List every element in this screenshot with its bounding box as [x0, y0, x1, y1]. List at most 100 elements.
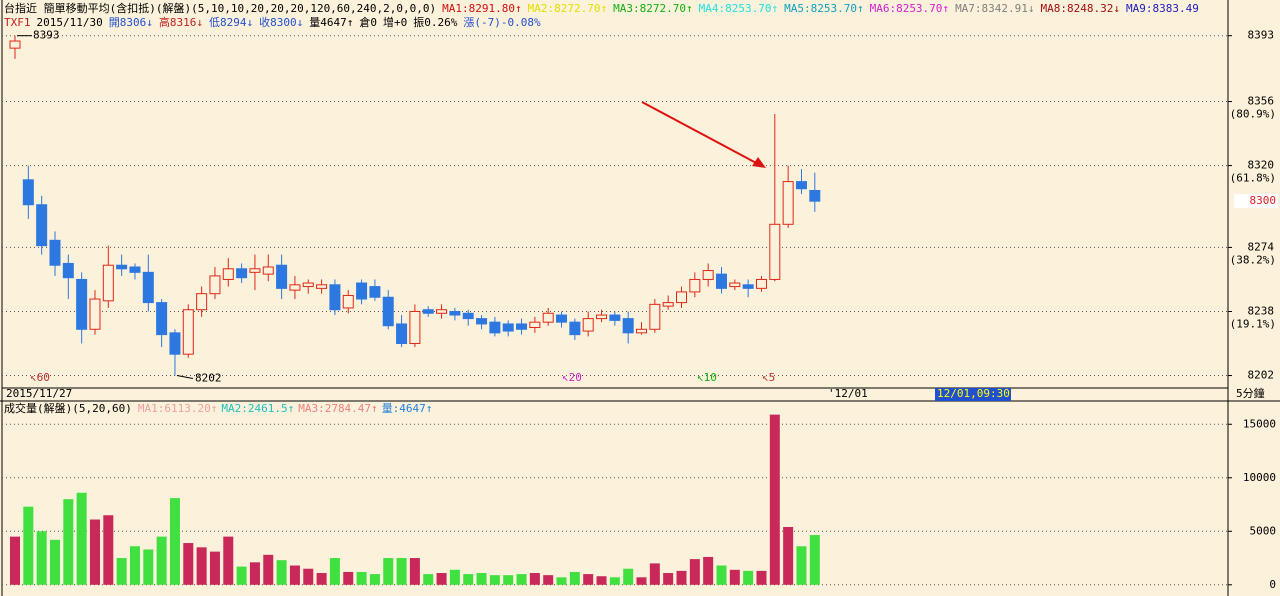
quote-field: 2015/11/30 — [37, 16, 103, 29]
volume-bar — [329, 558, 340, 585]
quote-field: 漲(-7)-0.08% — [463, 16, 541, 29]
annotation: ↖20 — [562, 371, 582, 384]
volume-bar — [463, 574, 474, 585]
volume-bar — [423, 574, 434, 585]
y-tick-label: 8274 — [1248, 240, 1275, 253]
volume-bar — [10, 536, 20, 585]
volume-bar — [289, 565, 300, 585]
quote-field: 開8306↓ — [109, 16, 153, 29]
low-pointer — [176, 375, 194, 380]
low-label: 8202 — [195, 372, 222, 385]
quote-field: TXF1 — [4, 16, 31, 29]
candle-body — [22, 179, 34, 206]
volume-bar — [609, 577, 620, 585]
volume-bar — [476, 573, 487, 585]
volume-bar — [436, 573, 447, 585]
volume-bar — [809, 535, 820, 585]
last-price: 8300 — [1250, 194, 1277, 207]
y-tick-label: 0 — [1269, 578, 1276, 591]
volume-ma-label: 量:4647↑ — [382, 402, 433, 415]
candle-body — [236, 268, 248, 279]
fib-label: (38.2%) — [1230, 253, 1276, 266]
volume-bar — [249, 562, 260, 585]
volume-bar — [263, 554, 274, 585]
volume-bar — [76, 492, 87, 585]
candle-body — [276, 264, 288, 289]
volume-ma-label: MA1:6113.20↑ — [138, 402, 217, 415]
candle-body — [476, 318, 488, 325]
volume-bar — [716, 565, 727, 585]
volume-bar — [636, 577, 647, 585]
candle-body — [529, 321, 541, 329]
volume-bar — [769, 414, 780, 585]
volume-bar — [316, 573, 327, 585]
volume-bar — [236, 566, 247, 585]
candle-body — [382, 296, 394, 327]
volume-bar — [596, 576, 607, 585]
ma-label: MA7:8342.91↓ — [955, 2, 1034, 15]
volume-title: 成交量(解盤)(5,20,60) — [4, 401, 132, 415]
volume-bar — [556, 577, 567, 585]
volume-bar — [676, 570, 687, 585]
candle-body — [729, 282, 741, 288]
last-price-box — [1234, 194, 1278, 209]
candle-body — [182, 309, 194, 355]
candle-body — [409, 310, 421, 345]
candle-body — [249, 268, 261, 273]
volume-bar — [623, 568, 634, 585]
candle-body — [769, 223, 781, 280]
y-tick-label: 10000 — [1243, 471, 1276, 484]
ma-label: MA8:8248.32↓ — [1041, 2, 1120, 15]
volume-bar — [703, 556, 714, 585]
candle-body — [715, 273, 727, 289]
volume-bar — [503, 575, 514, 585]
candle-body — [316, 284, 328, 289]
quote-field: 低8294↓ — [209, 16, 253, 29]
volume-bar — [116, 558, 127, 585]
candle-body — [676, 291, 687, 304]
y-tick-label: 8356 — [1248, 95, 1275, 108]
volume-bar — [649, 563, 660, 585]
high-label: 8393 — [33, 29, 60, 42]
candle-body — [755, 278, 767, 289]
candle-body — [342, 294, 354, 309]
volume-bar — [569, 571, 580, 585]
volume-bar — [729, 569, 740, 585]
candle-body — [689, 278, 701, 293]
candle-body — [556, 314, 568, 323]
candle-body — [209, 275, 221, 295]
header-title: 台指近 簡單移動平均(含扣抵)(解盤)(5,10,10,20,20,20,120… — [4, 1, 436, 15]
candle-body — [396, 323, 408, 345]
candle-body — [662, 302, 674, 307]
quote-field: 量4647↑ — [309, 16, 353, 29]
date-cursor: 12/01,09:30 — [937, 387, 1010, 400]
candle-body — [502, 323, 514, 332]
ma-label: MA5:8253.70↑ — [784, 2, 863, 15]
volume-bar — [543, 575, 554, 585]
ma-label: MA3:8272.70↑ — [613, 2, 692, 15]
candle-body — [169, 332, 181, 355]
candle-body — [262, 266, 274, 275]
y-tick-label: 8393 — [1248, 29, 1275, 42]
volume-bar — [689, 559, 700, 585]
volume-bar — [156, 536, 167, 585]
volume-bar — [209, 551, 220, 585]
candle-body — [542, 312, 554, 323]
volume-bar — [663, 573, 674, 585]
volume-bar — [89, 519, 100, 585]
volume-bar — [63, 499, 74, 585]
y-tick-label: 8202 — [1248, 369, 1275, 382]
candle-body — [196, 293, 208, 311]
annotation: ↖60 — [30, 371, 50, 384]
candle-body — [302, 282, 314, 288]
cursor-box — [935, 388, 1011, 401]
y-tick-label: 15000 — [1243, 417, 1276, 430]
candle-body — [795, 181, 807, 190]
candle-body — [329, 284, 341, 311]
y-tick-label: 8320 — [1248, 159, 1275, 172]
volume-bar — [169, 498, 180, 585]
candle-body — [9, 40, 21, 49]
candle-body — [102, 264, 114, 302]
